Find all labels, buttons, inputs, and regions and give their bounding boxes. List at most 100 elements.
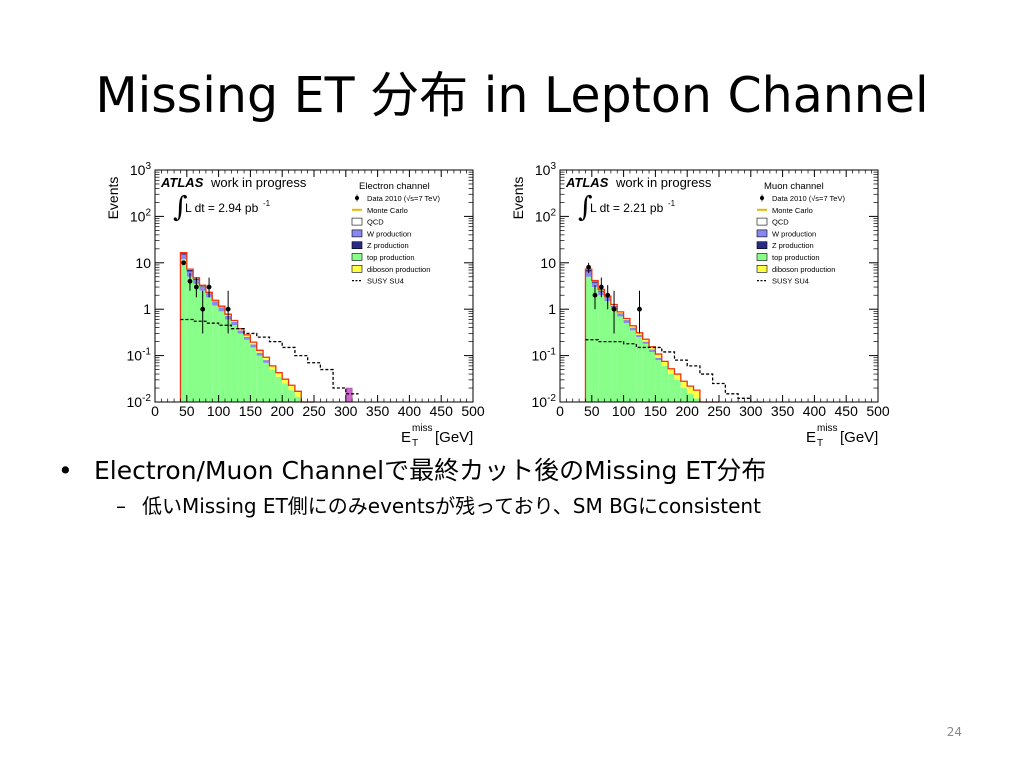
- stack-bin-top-production: [199, 290, 206, 402]
- x-tick-label: 400: [398, 403, 422, 419]
- stack-bin-top-production: [674, 379, 681, 402]
- stack-bin-top-production: [263, 362, 270, 402]
- x-tick-label: 350: [366, 403, 390, 419]
- susy-su4-line: [585, 339, 764, 403]
- y-tick-exponent: -1: [142, 347, 151, 358]
- legend-label: SUSY SU4: [367, 277, 404, 286]
- legend-label: diboson production: [367, 265, 430, 274]
- x-tick-label: 100: [612, 403, 636, 419]
- stack-bin-diboson-production: [680, 381, 688, 389]
- legend-title: Muon channel: [764, 181, 824, 192]
- x-tick-label: 200: [271, 403, 295, 419]
- x-tick-label: 450: [835, 403, 859, 419]
- stack-bin-top-production: [623, 323, 630, 402]
- y-tick-base: 10: [540, 255, 556, 271]
- stack-bin-diboson-production: [668, 368, 675, 375]
- stack-bin-diboson-production: [269, 365, 276, 370]
- y-axis-label: Events: [510, 177, 526, 220]
- stack-bin-diboson-production: [661, 361, 669, 366]
- x-tick-label: 50: [179, 403, 195, 419]
- x-tick-label: 100: [207, 403, 231, 419]
- stack-bin-diboson-production: [629, 325, 637, 328]
- y-tick-base: 10: [535, 208, 551, 224]
- legend-title: Electron channel: [359, 181, 430, 192]
- luminosity-label: L dt = 2.21 pb: [590, 201, 664, 215]
- legend-box: [351, 265, 363, 273]
- stack-bin-diboson-production: [244, 334, 251, 337]
- stack-bin-W-production: [585, 271, 592, 277]
- electron-channel-plot: 0 50 100 150 200 250 300 350 400 450 500 103 102 10 1 1…: [105, 158, 485, 448]
- stack-bin-top-production: [617, 316, 624, 402]
- y-tick-base: 10: [532, 394, 548, 410]
- x-tick-label: 450: [430, 403, 454, 419]
- stack-bin-diboson-production: [231, 320, 238, 322]
- data-point: [586, 264, 592, 270]
- stack-bin-W-production: [642, 341, 650, 344]
- y-tick-label: 1: [143, 301, 151, 317]
- stack-bin-top-production: [193, 283, 200, 402]
- y-tick-base: 10: [535, 162, 551, 178]
- stack-bin-top-production: [224, 319, 232, 402]
- sub-bullet-item-1: – 低いMissing ET側にのみeventsが残っており、SM BGにcon…: [58, 490, 998, 522]
- x-axis-label-sup: miss: [817, 423, 838, 434]
- stack-bin-top-production: [687, 393, 694, 402]
- y-tick-label: 10: [540, 255, 556, 271]
- stack-bin-top-production: [649, 351, 656, 402]
- bullet-item-1: • Electron/Muon Channelで最終カット後のMissing E…: [58, 452, 998, 490]
- legend-label: QCD: [367, 218, 384, 227]
- data-point: [598, 284, 604, 290]
- bullet-list: • Electron/Muon Channelで最終カット後のMissing E…: [58, 452, 998, 522]
- stack-bin-diboson-production: [617, 311, 624, 314]
- legend-label: Z production: [367, 241, 409, 250]
- x-axis-label-sup: miss: [412, 423, 433, 434]
- integral-sign: ∫: [173, 190, 188, 223]
- y-tick-exponent: 3: [550, 161, 556, 172]
- stack-bin-W-production: [212, 301, 219, 306]
- legend-box: [351, 241, 363, 249]
- y-tick-base: 10: [127, 394, 143, 410]
- x-tick-label: 150: [239, 403, 263, 419]
- stack-bin-top-production: [244, 339, 251, 402]
- legend-label: QCD: [772, 218, 789, 227]
- stack-bin-W-production: [591, 282, 599, 288]
- y-tick-base: 1: [143, 301, 151, 317]
- y-tick-label: 103: [130, 161, 152, 178]
- stack-bin-Z-production: [180, 253, 187, 255]
- legend-box: [351, 229, 363, 238]
- legend-box: [756, 217, 768, 226]
- legend-label: Data 2010 (√s=7 TeV): [367, 194, 440, 203]
- y-tick-label: 10-1: [532, 347, 557, 364]
- stack-bin-W-production: [636, 334, 643, 338]
- muon-channel-chart: 0 50 100 150 200 250 300 350 400 450 5001031021011…: [510, 161, 890, 448]
- x-axis-label-sub: T: [817, 438, 823, 448]
- stack-bin-diboson-production: [655, 354, 662, 358]
- legend-label: W production: [772, 229, 816, 238]
- page-number: 24: [946, 725, 962, 739]
- stack-bin-top-production: [275, 376, 283, 402]
- muon-channel-plot: 0 50 100 150 200 250 300 350 400 450 500 103 102 10 1 1…: [510, 158, 890, 448]
- y-tick-label: 102: [535, 207, 557, 224]
- x-tick-label: 50: [584, 403, 600, 419]
- stack-bin-top-production: [591, 287, 599, 402]
- sub-bullet-marker: –: [116, 494, 126, 518]
- data-point: [206, 284, 212, 290]
- stack-bin-W-production: [199, 287, 206, 291]
- y-tick-exponent: 3: [145, 161, 151, 172]
- legend-label: diboson production: [772, 265, 835, 274]
- stack-bin-top-production: [598, 295, 605, 402]
- y-tick-base: 1: [548, 301, 556, 317]
- electron-channel-chart: 0 50 100 150 200 250 300 350 400 450 5001031021011…: [105, 161, 485, 448]
- bullet-text-1: Electron/Muon Channelで最終カット後のMissing ET分…: [94, 456, 767, 485]
- x-tick-label: 400: [803, 403, 827, 419]
- stack-bin-top-production: [269, 369, 276, 402]
- extra-bin: [345, 387, 353, 403]
- stack-bin-top-production: [186, 276, 194, 402]
- stack-bin-Z-production: [199, 286, 206, 288]
- stack-bin-W-production: [655, 357, 662, 361]
- stack-bin-W-production: [218, 307, 225, 312]
- y-tick-exponent: -2: [547, 393, 556, 404]
- x-axis-label-sub: T: [412, 438, 418, 448]
- legend-label: Monte Carlo: [772, 206, 813, 215]
- stack-bin-top-production: [250, 347, 257, 402]
- legend-box: [351, 217, 363, 226]
